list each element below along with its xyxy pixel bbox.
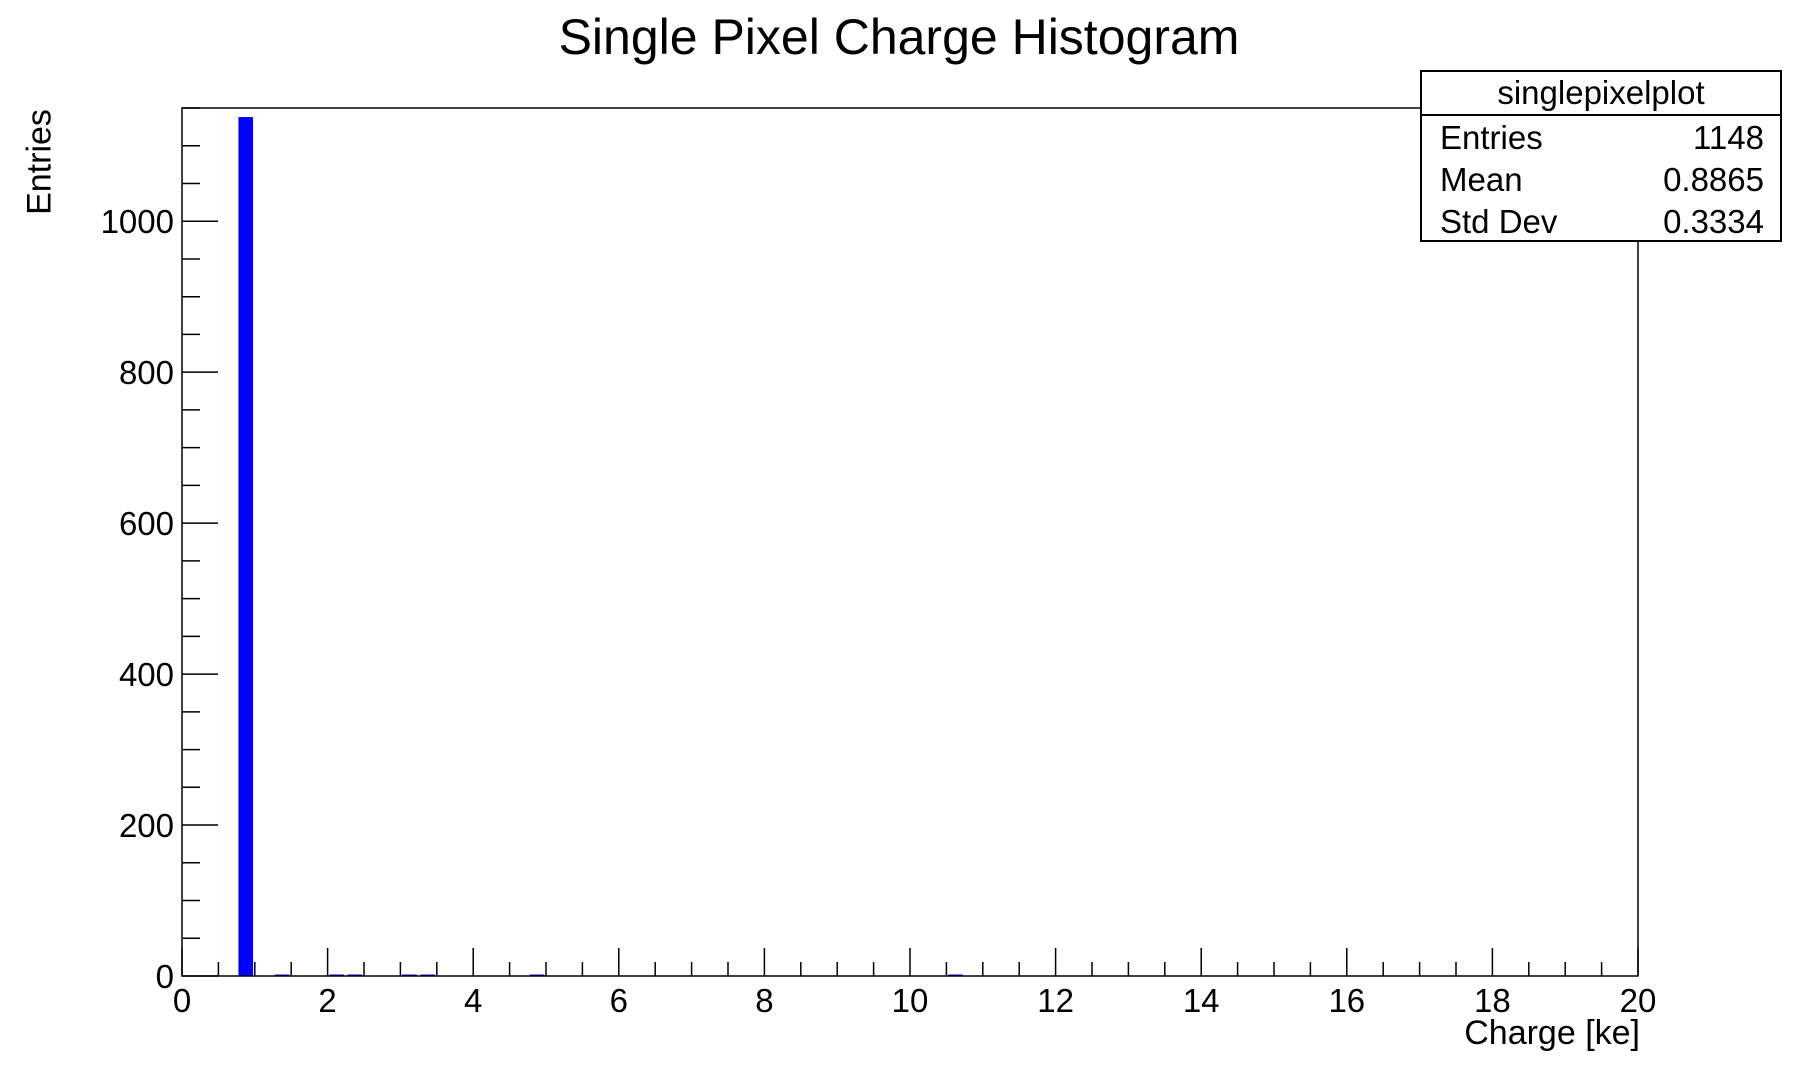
- stats-label: Std Dev: [1440, 203, 1558, 240]
- x-tick-label: 10: [892, 982, 929, 1019]
- histogram-bar: [329, 974, 344, 976]
- histogram-bar: [238, 117, 253, 977]
- x-tick-label: 16: [1328, 982, 1365, 1019]
- x-tick-label: 6: [610, 982, 628, 1019]
- stats-label: Entries: [1440, 119, 1543, 156]
- stats-value: 0.3334: [1663, 203, 1764, 240]
- y-tick-label: 200: [119, 807, 174, 844]
- x-tick-label: 18: [1474, 982, 1511, 1019]
- histogram-bar: [347, 974, 363, 976]
- stats-row-entries: Entries 1148: [1422, 116, 1780, 158]
- x-tick-label: 0: [173, 982, 191, 1019]
- y-tick-label: 1000: [101, 203, 174, 240]
- x-tick-label: 14: [1183, 982, 1220, 1019]
- y-axis-ticks: 0 200 400 600 800 1000: [101, 107, 218, 995]
- y-tick-label: 0: [156, 958, 174, 995]
- x-tick-label: 8: [755, 982, 773, 1019]
- stats-box-title: singlepixelplot: [1422, 72, 1780, 116]
- x-tick-label: 2: [318, 982, 336, 1019]
- stats-value: 0.8865: [1663, 161, 1764, 198]
- stats-row-mean: Mean 0.8865: [1422, 158, 1780, 200]
- x-axis-label: Charge [ke]: [1464, 1014, 1640, 1052]
- x-tick-label: 12: [1037, 982, 1074, 1019]
- y-tick-label: 400: [119, 656, 174, 693]
- x-tick-label: 4: [464, 982, 482, 1019]
- histogram-bars: [238, 117, 963, 977]
- stats-box: singlepixelplot Entries 1148 Mean 0.8865…: [1420, 70, 1782, 242]
- y-tick-label: 800: [119, 354, 174, 391]
- stats-label: Mean: [1440, 161, 1523, 198]
- chart-title: Single Pixel Charge Histogram: [558, 9, 1240, 65]
- stats-value: 1148: [1693, 119, 1764, 156]
- x-axis-ticks: 0 2 4 6 8 10 12 14 16 18 20: [173, 948, 1657, 1019]
- x-tick-label: 20: [1620, 982, 1657, 1019]
- stats-row-stddev: Std Dev 0.3334: [1422, 200, 1780, 242]
- y-tick-label: 600: [119, 505, 174, 542]
